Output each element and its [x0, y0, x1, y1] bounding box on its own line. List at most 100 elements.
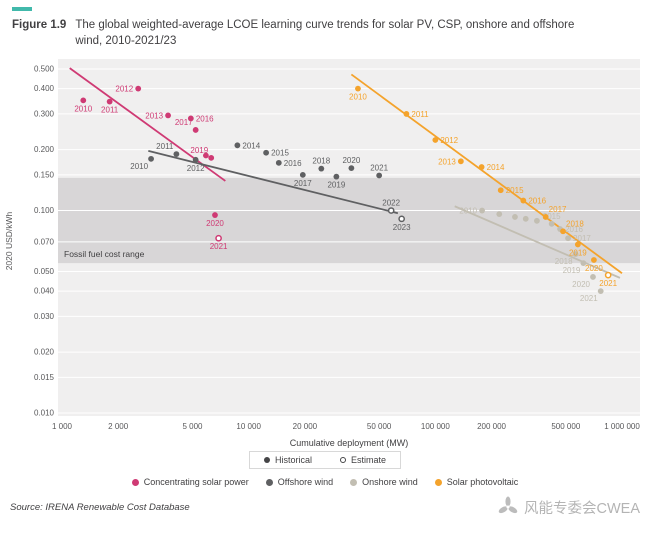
data-point [432, 137, 439, 144]
legend-label: Offshore wind [277, 477, 334, 488]
figure-header: Figure 1.9 The global weighted-average L… [0, 0, 650, 51]
legend-item: Concentrating solar power [131, 477, 249, 488]
y-tick-label: 0.500 [34, 65, 55, 74]
data-point [355, 85, 361, 92]
data-point [590, 274, 596, 281]
data-point [187, 115, 194, 122]
data-point-label: 2010 [459, 207, 477, 216]
data-point-label: 2012 [440, 136, 458, 145]
legend-dot [131, 478, 139, 486]
legend-dot [265, 478, 273, 486]
y-tick-label: 0.050 [34, 267, 55, 276]
data-point [591, 257, 597, 264]
trend-line [454, 205, 621, 279]
legend-label: Historical [274, 455, 312, 466]
data-point [299, 172, 306, 178]
figure-label: Figure 1.9 [12, 19, 67, 31]
data-point [135, 85, 142, 92]
data-point [520, 197, 527, 204]
data-point-label: 2019 [327, 181, 345, 190]
y-tick-label: 0.300 [34, 110, 55, 119]
x-tick-label: 100 000 [421, 422, 450, 431]
data-point-label: 2018 [312, 157, 330, 166]
trend-line [69, 67, 226, 182]
data-point [534, 218, 540, 224]
data-point-label: 2019 [563, 266, 581, 275]
x-axis-title: Cumulative deployment (MW) [290, 438, 409, 448]
data-point-label: 2013 [145, 112, 163, 121]
legend-dot [263, 457, 270, 464]
data-point [574, 241, 581, 248]
data-point-label: 2018 [555, 257, 573, 266]
x-tick-label: 1 000 [52, 422, 73, 431]
y-tick-label: 0.400 [34, 84, 55, 93]
x-tick-label: 1 000 000 [604, 422, 640, 431]
data-point [560, 228, 566, 235]
y-axis-title: 2020 USD/kWh [4, 212, 14, 271]
data-point [208, 155, 215, 161]
data-point-label: 2012 [115, 85, 133, 94]
data-point [234, 142, 241, 149]
data-point [173, 151, 180, 158]
trend-line [148, 150, 399, 215]
x-tick-label: 5 000 [182, 422, 203, 431]
legend-dot [340, 457, 346, 464]
data-point-label: 2016 [196, 115, 214, 124]
data-point-label: 2015 [506, 186, 524, 195]
data-point-estimate [604, 271, 612, 279]
lcoe-learning-curve-chart: 0.500 0.400 0.300 0.200 0.150 0.100 0.070 0.050… [4, 59, 640, 448]
data-point-label: 2014 [487, 163, 505, 172]
data-point-label: 2016 [565, 225, 583, 234]
data-point [512, 214, 518, 221]
data-point-label: 2022 [382, 199, 400, 208]
data-point-label: 2016 [284, 159, 302, 168]
x-tick-label: 20 000 [293, 422, 318, 431]
legend-series: Concentrating solar power Offshore wind On… [0, 477, 650, 487]
data-point [572, 251, 579, 258]
data-point [496, 211, 503, 218]
data-point-label: 2012 [187, 164, 205, 173]
data-point-label: 2017 [294, 179, 312, 188]
y-tick-label: 0.150 [34, 171, 55, 180]
legend-label: Solar photovoltaic [446, 477, 519, 488]
x-tick-label: 200 000 [477, 422, 506, 431]
data-point-label: 2023 [393, 223, 411, 232]
data-point-label: 2016 [528, 197, 546, 206]
data-point-label: 2018 [566, 219, 584, 228]
data-point [106, 98, 113, 105]
figure-accent-dash [12, 7, 32, 11]
legend-label: Estimate [351, 455, 387, 466]
data-point [80, 97, 87, 104]
data-point-label: 2014 [242, 141, 260, 150]
data-point [192, 127, 199, 134]
data-point-label: 2013 [438, 158, 456, 167]
data-point [497, 187, 504, 194]
trend-line [350, 73, 623, 275]
x-tick-label: 10 000 [236, 422, 261, 431]
data-point-label: 2015 [271, 149, 289, 158]
data-point-label: 2015 [543, 212, 561, 221]
data-point-label: 2021 [210, 242, 228, 251]
data-point [333, 173, 340, 180]
y-tick-label: 0.040 [34, 287, 55, 296]
legend-item: Solar photovoltaic [434, 477, 519, 488]
x-tick-label: 500 000 [551, 422, 580, 431]
data-point [522, 216, 529, 222]
data-point [148, 156, 154, 162]
figure-title: The global weighted-average LCOE learnin… [75, 19, 575, 48]
data-point [318, 165, 325, 172]
legend-label: Concentrating solar power [143, 477, 249, 488]
data-point [202, 152, 209, 159]
data-point-label: 2011 [101, 106, 119, 115]
data-point [457, 158, 464, 165]
data-point-label: 2011 [156, 142, 174, 151]
legend-item: Offshore wind [265, 477, 334, 488]
data-point-label: 2017 [175, 118, 193, 127]
fossil-fuel-band [58, 178, 640, 264]
legend-item: Onshore wind [350, 477, 418, 487]
legend-historical-estimate: Historical Estimate [248, 451, 402, 470]
data-point-label: 2010 [130, 162, 148, 171]
y-tick-label: 0.010 [34, 409, 55, 418]
legend-label: Onshore wind [362, 477, 418, 488]
data-point [165, 112, 171, 119]
